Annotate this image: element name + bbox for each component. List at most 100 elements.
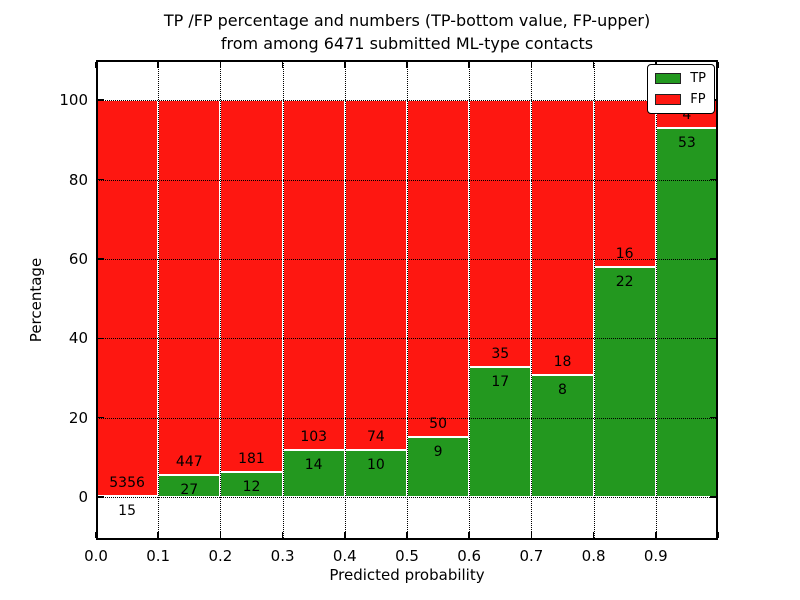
y-tick-mark-right — [710, 337, 716, 340]
x-tick-mark — [219, 532, 222, 538]
x-tick-label: 0.1 — [146, 547, 171, 565]
fp-count-label: 16 — [615, 246, 634, 263]
legend-item-tp: TP — [655, 71, 706, 86]
chart-title-line1: TP /FP percentage and numbers (TP-bottom… — [163, 11, 651, 30]
x-tick-mark — [468, 532, 470, 538]
bar-tp-segment — [655, 127, 718, 498]
bar-fp-segment — [344, 100, 407, 450]
legend-swatch-fp — [655, 94, 682, 105]
y-tick-mark — [98, 258, 104, 260]
v-gridline — [158, 60, 160, 540]
bar-fp-segment — [469, 100, 532, 368]
x-tick-label: 0.7 — [519, 547, 544, 565]
y-tick-mark-right — [710, 178, 716, 181]
fp-count-label: 181 — [238, 451, 265, 468]
x-tick-mark-top — [530, 62, 533, 68]
x-tick-label: 0.4 — [332, 547, 357, 565]
y-tick-mark — [98, 99, 104, 101]
x-tick-mark-top — [468, 62, 470, 68]
bar-tp-segment — [469, 367, 532, 498]
bar-tp-segment — [531, 374, 594, 498]
x-tick-mark — [406, 532, 408, 538]
bar-fp-segment — [220, 100, 283, 473]
y-tick-mark — [98, 178, 104, 181]
bar-fp-segment — [96, 100, 159, 496]
bar-tp-segment — [282, 449, 345, 498]
y-tick-mark — [98, 337, 104, 340]
y-axis-label: Percentage — [27, 257, 45, 343]
y-tick-mark-right — [710, 496, 716, 498]
bar-fp-segment — [282, 100, 345, 450]
chart-title: TP /FP percentage and numbers (TP-bottom… — [96, 9, 718, 55]
x-tick-mark — [530, 532, 533, 538]
y-tick-mark-right — [710, 258, 716, 260]
fp-count-label: 50 — [429, 415, 447, 432]
y-tick-label: 0 — [78, 488, 88, 507]
x-tick-label: 0.8 — [581, 547, 606, 565]
x-tick-mark — [655, 532, 657, 538]
x-tick-mark-top — [717, 62, 719, 68]
x-tick-mark-top — [592, 62, 595, 68]
fp-count-label: 35 — [491, 346, 510, 363]
fp-count-label: 5356 — [109, 475, 145, 491]
x-tick-label: 0.9 — [643, 547, 668, 565]
tp-count-label: 10 — [366, 456, 385, 473]
x-tick-mark — [157, 532, 159, 538]
x-tick-mark-top — [344, 62, 346, 68]
x-tick-mark — [281, 532, 284, 538]
fp-count-label: 103 — [300, 428, 328, 445]
legend: TP FP — [647, 64, 715, 114]
y-tick-mark-right — [710, 416, 716, 419]
tp-count-label: 9 — [433, 443, 443, 460]
y-tick-label: 80 — [68, 170, 88, 189]
v-gridline — [344, 60, 346, 540]
x-tick-mark-top — [281, 62, 284, 68]
bar-fp-segment — [531, 100, 594, 375]
x-tick-mark-top — [219, 62, 222, 68]
x-tick-mark-top — [406, 62, 408, 68]
fp-count-label: 4 — [682, 106, 692, 123]
v-gridline — [593, 60, 595, 540]
x-tick-label: 0.5 — [395, 547, 419, 565]
x-tick-label: 0.6 — [457, 547, 482, 565]
tp-count-label: 22 — [615, 274, 634, 291]
v-gridline — [407, 60, 408, 540]
legend-label-tp: TP — [690, 71, 706, 86]
x-tick-mark — [344, 532, 346, 538]
v-gridline — [655, 60, 657, 540]
fp-count-label: 18 — [553, 353, 572, 370]
bar-tp-segment — [220, 472, 283, 498]
x-tick-label: 0.3 — [270, 547, 295, 565]
tp-count-label: 53 — [677, 134, 696, 151]
v-gridline — [220, 60, 222, 540]
y-tick-mark — [98, 416, 104, 419]
x-tick-label: 0.0 — [84, 547, 108, 565]
v-gridline — [531, 60, 533, 540]
y-tick-label: 100 — [59, 91, 88, 110]
tp-count-label: 8 — [558, 381, 567, 398]
bar-fp-segment — [407, 100, 470, 437]
chart-title-line2: from among 6471 submitted ML-type contac… — [220, 34, 594, 53]
x-tick-mark — [717, 532, 719, 538]
tp-count-label: 27 — [180, 481, 199, 498]
fp-count-label: 447 — [175, 453, 203, 470]
plot-area: 5356 15 447 27 181 12 103 14 74 10 50 9 35 17 18 8 16 22 4… — [27, 60, 719, 584]
x-tick-mark — [592, 532, 595, 538]
x-tick-mark-top — [157, 62, 159, 68]
y-tick-mark — [98, 496, 104, 498]
x-axis-label: Predicted probability — [329, 566, 485, 584]
tp-count-label: 14 — [304, 456, 323, 473]
fp-count-label: 74 — [366, 428, 385, 445]
y-tick-label: 20 — [68, 408, 88, 427]
x-tick-mark-top — [95, 62, 97, 68]
y-tick-label: 40 — [68, 329, 88, 348]
tp-count-label: 17 — [491, 374, 510, 391]
legend-swatch-tp — [655, 73, 682, 84]
x-tick-label: 0.2 — [208, 547, 233, 565]
bar-fp-segment — [593, 100, 656, 268]
v-gridline — [282, 60, 284, 540]
y-tick-label: 60 — [68, 249, 88, 268]
legend-label-fp: FP — [690, 92, 706, 107]
bar-tp-segment — [593, 267, 656, 498]
